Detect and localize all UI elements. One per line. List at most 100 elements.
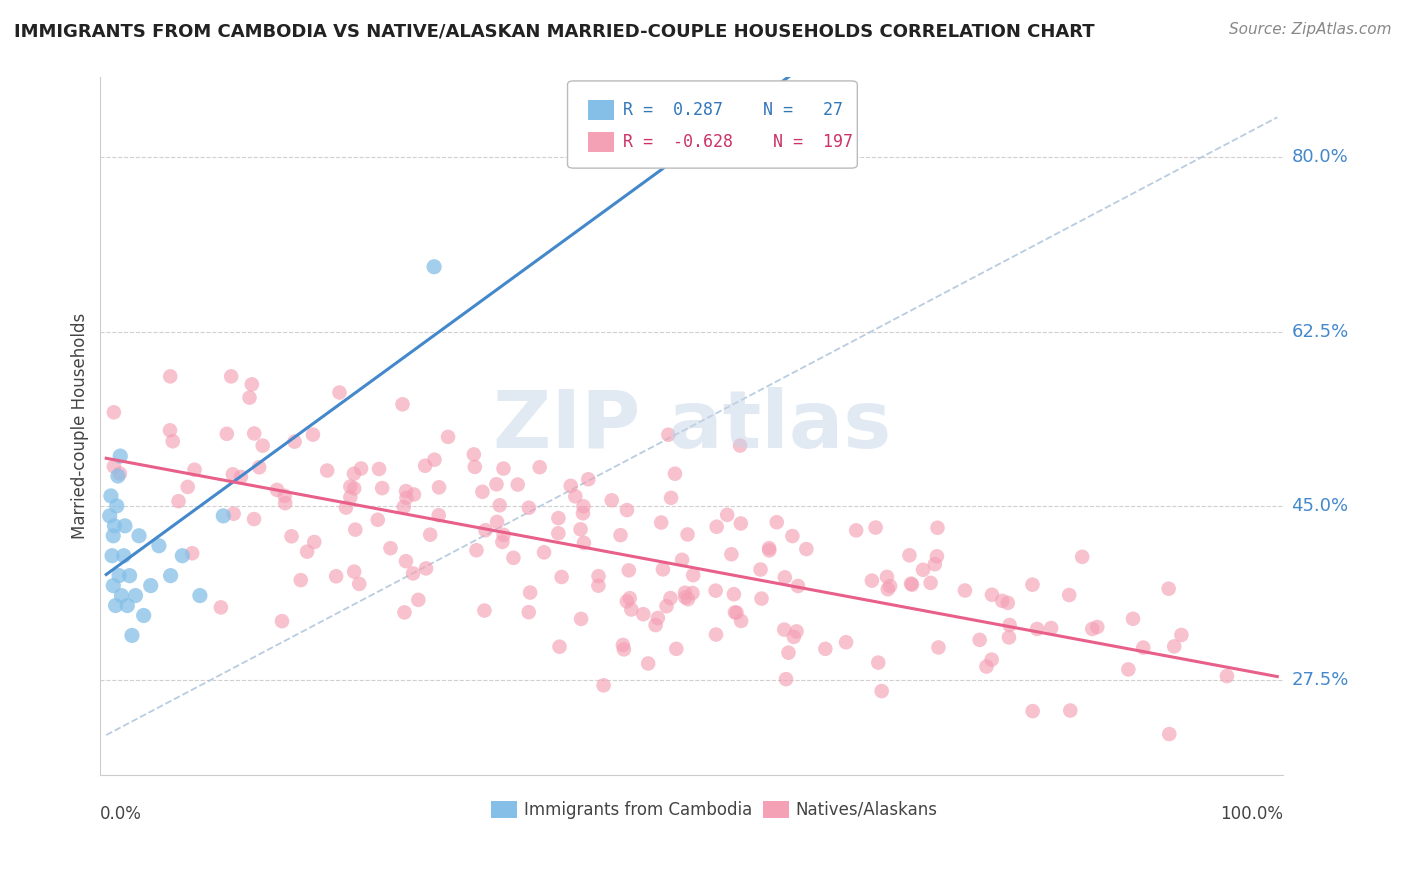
- Point: [273, 489, 295, 503]
- Point: [427, 480, 450, 494]
- Point: [413, 458, 436, 473]
- Point: [371, 481, 394, 495]
- Point: [600, 493, 623, 508]
- Point: [486, 515, 509, 529]
- Point: [167, 494, 190, 508]
- Text: IMMIGRANTS FROM CAMBODIA VS NATIVE/ALASKAN MARRIED-COUPLE HOUSEHOLDS CORRELATION: IMMIGRANTS FROM CAMBODIA VS NATIVE/ALASK…: [14, 22, 1095, 40]
- Point: [271, 614, 294, 628]
- Point: [548, 640, 571, 654]
- Point: [682, 568, 704, 582]
- Point: [783, 630, 806, 644]
- Point: [1081, 622, 1104, 636]
- Point: [900, 576, 922, 591]
- Text: 27.5%: 27.5%: [1292, 672, 1348, 690]
- Point: [547, 526, 569, 541]
- Point: [402, 566, 425, 581]
- Point: [1216, 669, 1239, 683]
- Point: [787, 579, 810, 593]
- Point: [423, 260, 446, 274]
- Bar: [588, 100, 613, 120]
- Point: [117, 599, 139, 613]
- Text: R =  0.287    N =   27: R = 0.287 N = 27: [623, 101, 844, 120]
- Point: [209, 600, 232, 615]
- Point: [112, 549, 135, 563]
- Point: [716, 508, 738, 522]
- Point: [619, 591, 641, 606]
- Text: 45.0%: 45.0%: [1292, 497, 1348, 515]
- Point: [529, 460, 551, 475]
- Point: [148, 539, 170, 553]
- Point: [485, 477, 508, 491]
- Point: [980, 652, 1002, 666]
- Bar: [762, 801, 789, 818]
- Point: [1057, 588, 1080, 602]
- Point: [222, 507, 245, 521]
- Point: [620, 602, 643, 616]
- Point: [344, 523, 367, 537]
- Point: [758, 541, 780, 556]
- Point: [825, 776, 848, 790]
- Point: [395, 554, 418, 568]
- Point: [349, 577, 371, 591]
- Point: [1159, 727, 1181, 741]
- Point: [219, 369, 242, 384]
- Point: [118, 568, 141, 582]
- Point: [1118, 662, 1140, 676]
- Point: [782, 529, 804, 543]
- Point: [343, 482, 366, 496]
- Point: [655, 599, 678, 614]
- Point: [728, 438, 751, 452]
- Point: [492, 528, 515, 542]
- Point: [927, 640, 949, 655]
- Point: [572, 506, 595, 520]
- Point: [1040, 621, 1063, 635]
- Point: [162, 434, 184, 449]
- Point: [105, 499, 128, 513]
- Point: [394, 606, 416, 620]
- Point: [671, 553, 693, 567]
- Point: [1021, 577, 1043, 591]
- Point: [898, 549, 921, 563]
- Point: [502, 550, 524, 565]
- Text: 0.0%: 0.0%: [100, 805, 142, 823]
- Point: [110, 449, 132, 463]
- Point: [395, 491, 418, 505]
- Point: [325, 569, 347, 583]
- Point: [108, 467, 131, 481]
- Point: [368, 462, 391, 476]
- Point: [920, 575, 942, 590]
- Point: [380, 541, 402, 556]
- Point: [796, 542, 818, 557]
- Point: [751, 591, 773, 606]
- Point: [876, 582, 898, 597]
- Point: [229, 470, 252, 484]
- Point: [976, 659, 998, 673]
- Point: [588, 579, 610, 593]
- Point: [870, 684, 893, 698]
- Point: [108, 568, 131, 582]
- Point: [876, 570, 898, 584]
- Point: [927, 521, 949, 535]
- Point: [657, 427, 679, 442]
- Text: Immigrants from Cambodia: Immigrants from Cambodia: [524, 801, 752, 819]
- Point: [408, 592, 430, 607]
- Point: [1085, 620, 1108, 634]
- Text: ZIP atlas: ZIP atlas: [492, 387, 891, 466]
- Point: [519, 585, 541, 599]
- Point: [339, 490, 361, 504]
- Point: [724, 606, 747, 620]
- Point: [339, 480, 361, 494]
- Point: [492, 461, 515, 475]
- Point: [98, 508, 121, 523]
- Point: [560, 479, 582, 493]
- Point: [159, 369, 181, 384]
- Point: [564, 489, 586, 503]
- Point: [981, 588, 1004, 602]
- Point: [463, 447, 485, 461]
- Point: [786, 624, 808, 639]
- Text: 80.0%: 80.0%: [1292, 148, 1348, 166]
- Point: [647, 611, 669, 625]
- Point: [128, 529, 150, 543]
- Point: [1122, 612, 1144, 626]
- Point: [616, 594, 638, 608]
